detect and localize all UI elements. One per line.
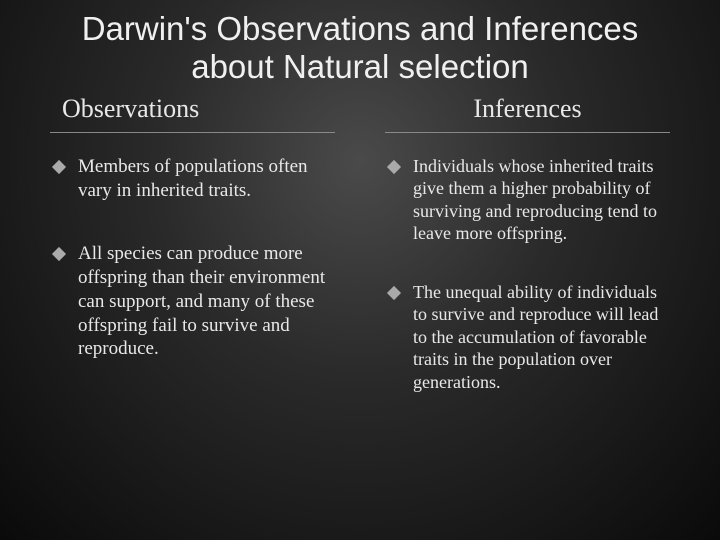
slide-container: Darwin's Observations and Inferences abo… <box>0 0 720 540</box>
diamond-bullet-icon <box>52 160 66 174</box>
diamond-bullet-icon <box>387 286 401 300</box>
inferences-column: Inferences Individuals whose inherited t… <box>385 94 670 430</box>
columns-wrapper: Observations Members of populations ofte… <box>50 94 670 430</box>
observations-header: Observations <box>50 94 335 133</box>
list-item: The unequal ability of individuals to su… <box>385 281 670 394</box>
observation-text: All species can produce more offspring t… <box>78 242 335 361</box>
observation-text: Members of populations often vary in inh… <box>78 155 335 203</box>
diamond-bullet-icon <box>387 160 401 174</box>
slide-title: Darwin's Observations and Inferences abo… <box>50 10 670 86</box>
list-item: Individuals whose inherited traits give … <box>385 155 670 245</box>
list-item: All species can produce more offspring t… <box>50 242 335 361</box>
inference-text: Individuals whose inherited traits give … <box>413 155 670 245</box>
diamond-bullet-icon <box>52 247 66 261</box>
observations-column: Observations Members of populations ofte… <box>50 94 335 430</box>
list-item: Members of populations often vary in inh… <box>50 155 335 203</box>
inferences-header: Inferences <box>385 94 670 133</box>
inference-text: The unequal ability of individuals to su… <box>413 281 670 394</box>
